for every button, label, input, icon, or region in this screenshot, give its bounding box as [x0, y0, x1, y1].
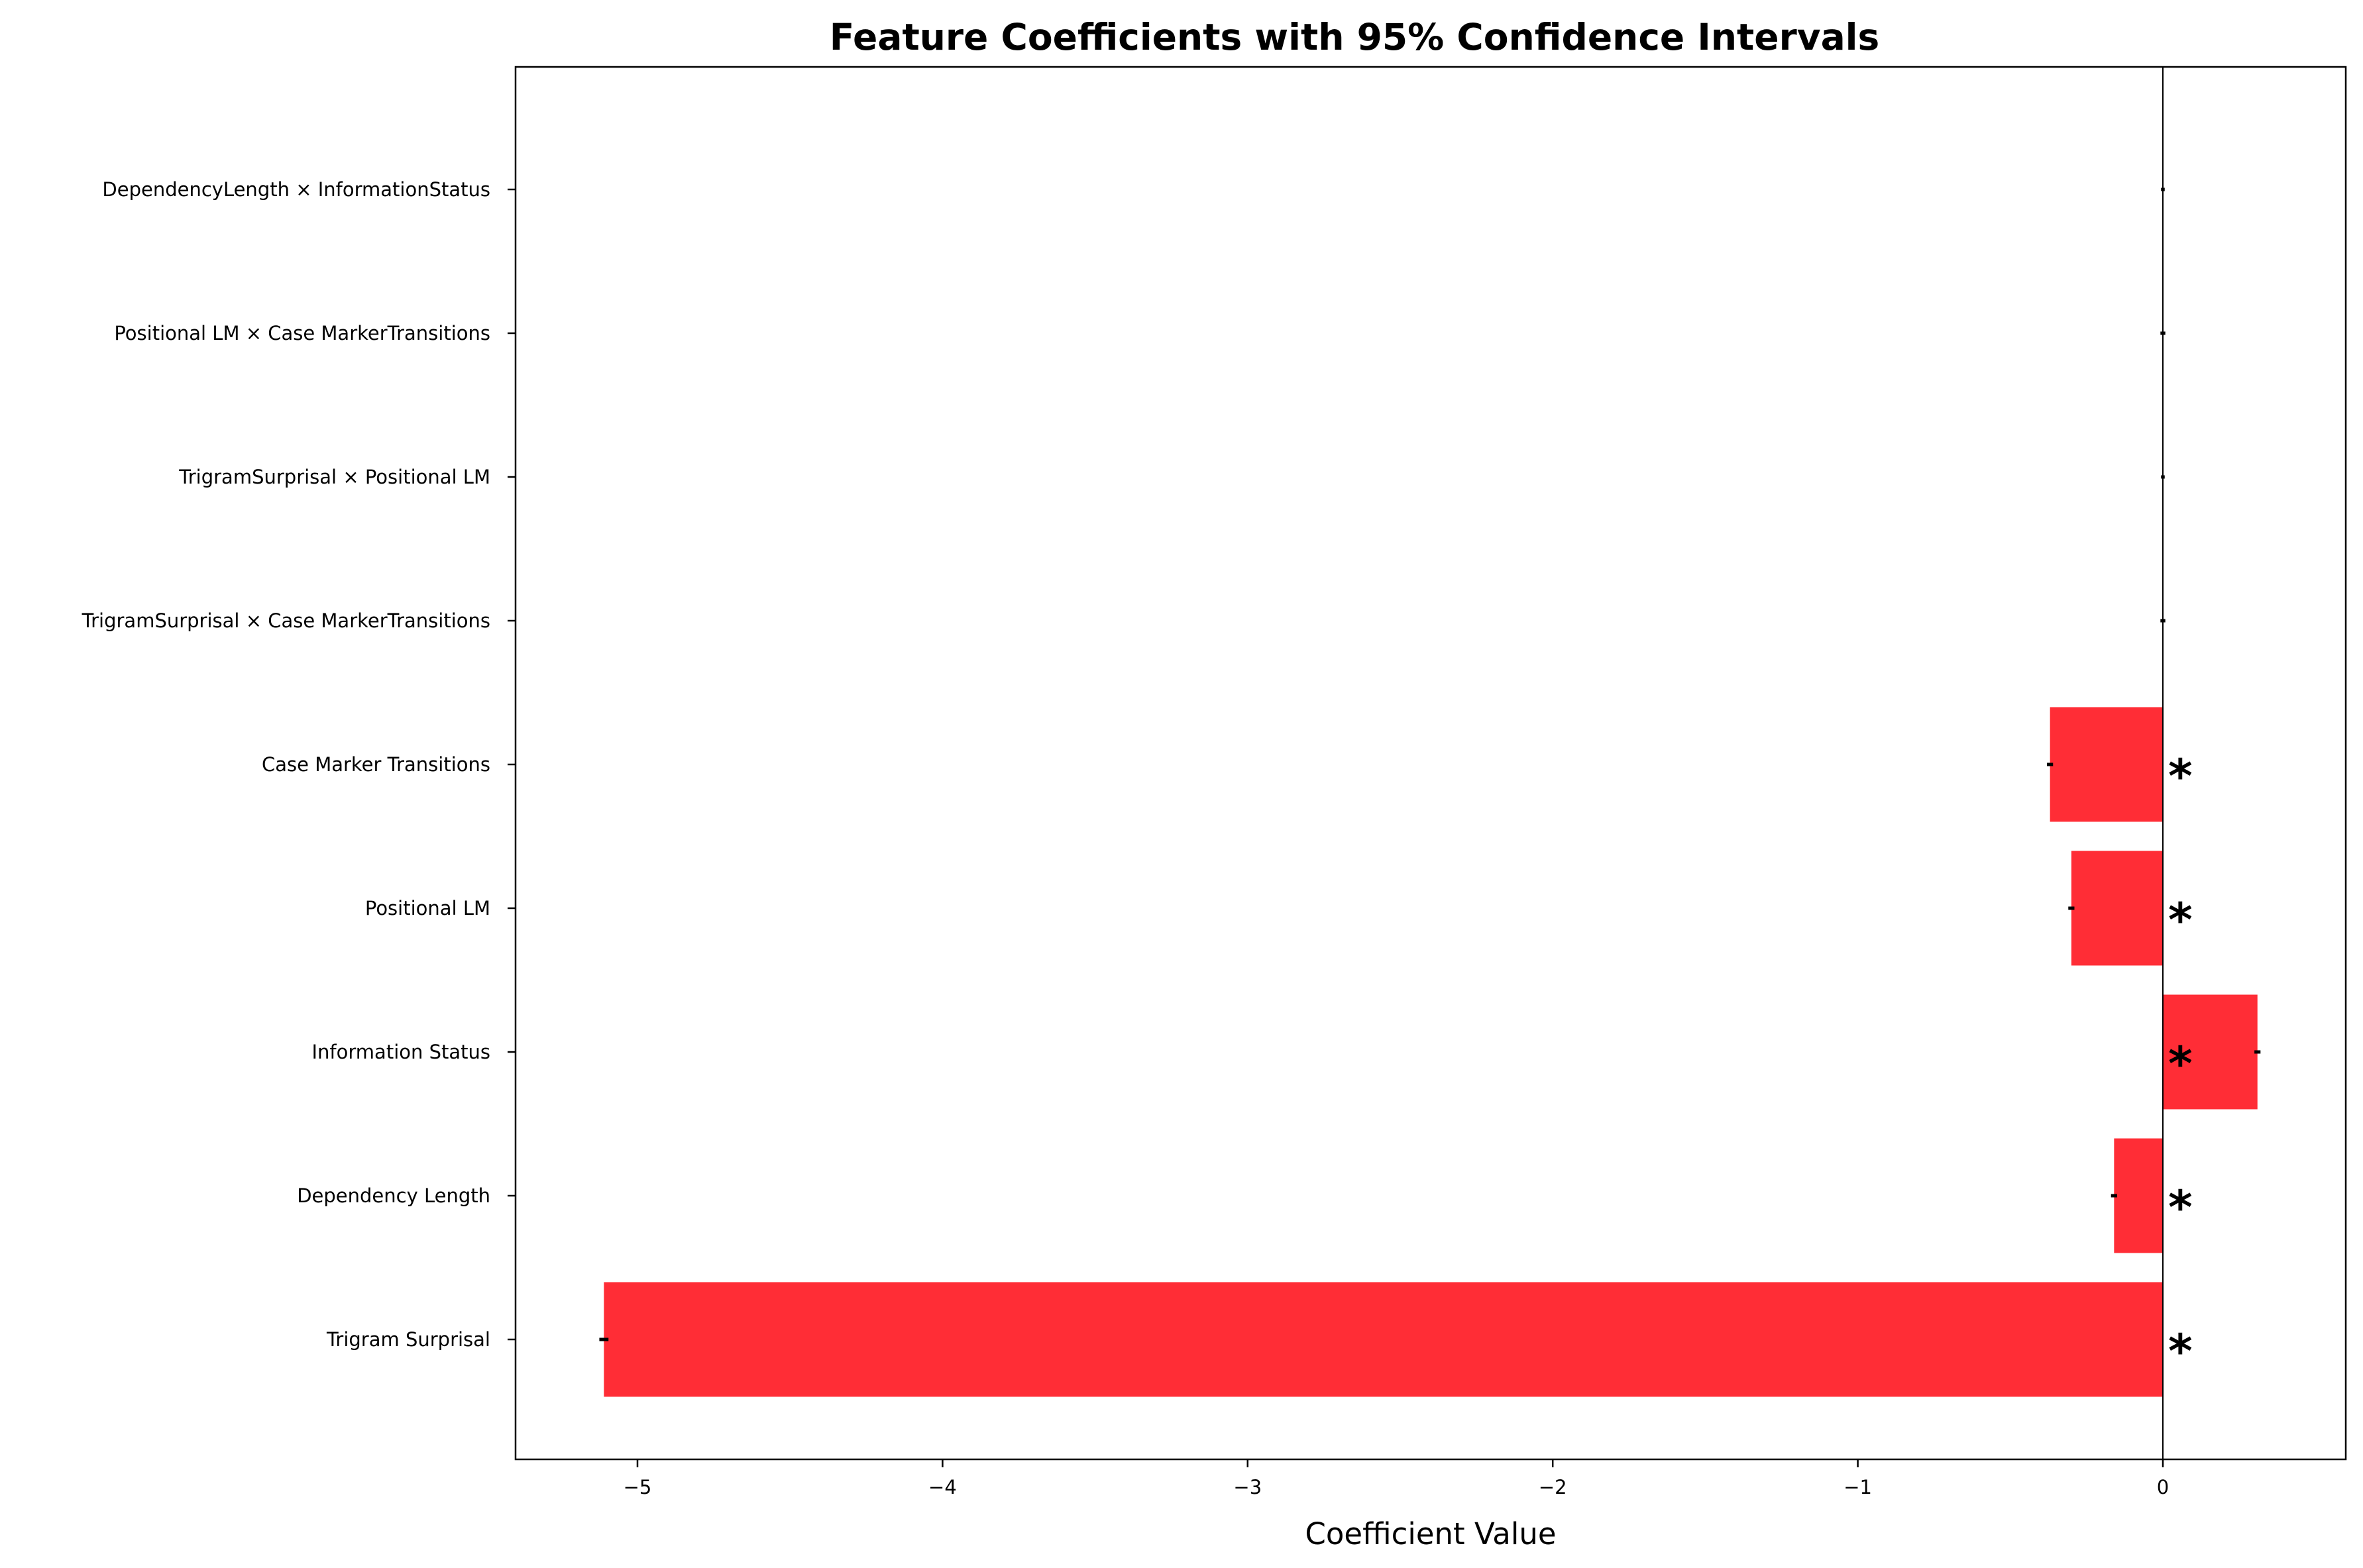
- significance-marker: *: [2168, 893, 2193, 947]
- y-tick-label: Positional LM: [365, 897, 490, 919]
- significance-marker: *: [2168, 1037, 2193, 1091]
- x-tick-label: −4: [928, 1476, 957, 1498]
- x-axis: −5 −4 −3 −2 −1 0: [624, 1459, 2169, 1498]
- x-axis-title: Coefficient Value: [1305, 1516, 1556, 1551]
- x-tick-label: −5: [624, 1476, 652, 1498]
- x-tick-label: 0: [2157, 1476, 2169, 1498]
- y-axis: Trigram Surprisal Dependency Length Inform…: [82, 178, 516, 1351]
- plot-area: * * * * *: [514, 66, 2347, 1461]
- x-tick-label: −1: [1843, 1476, 1872, 1498]
- significance-marker: *: [2168, 1180, 2193, 1235]
- y-tick-label: Dependency Length: [297, 1184, 490, 1207]
- y-tick-label: TrigramSurprisal × Positional LM: [178, 466, 490, 488]
- x-tick-label: −2: [1539, 1476, 1567, 1498]
- bar: [2163, 994, 2258, 1110]
- plot-frame: [514, 66, 2347, 1461]
- y-tick-label: Case Marker Transitions: [262, 753, 490, 776]
- bar: [2050, 707, 2163, 822]
- x-tick-label: −3: [1233, 1476, 1262, 1498]
- y-tick-label: TrigramSurprisal × Case MarkerTransition…: [82, 609, 490, 632]
- bar: [2114, 1138, 2163, 1253]
- bar: [604, 1282, 2164, 1397]
- significance-marker: *: [2168, 749, 2193, 804]
- chart-title: Feature Coefficients with 95% Confidence…: [830, 16, 1880, 58]
- y-tick-label: Trigram Surprisal: [326, 1328, 490, 1351]
- significance-marker: *: [2168, 1324, 2193, 1379]
- y-tick-label: DependencyLength × InformationStatus: [102, 178, 490, 201]
- y-tick-label: Information Status: [312, 1041, 491, 1063]
- bar: [2071, 851, 2163, 966]
- y-tick-label: Positional LM × Case MarkerTransitions: [114, 322, 490, 344]
